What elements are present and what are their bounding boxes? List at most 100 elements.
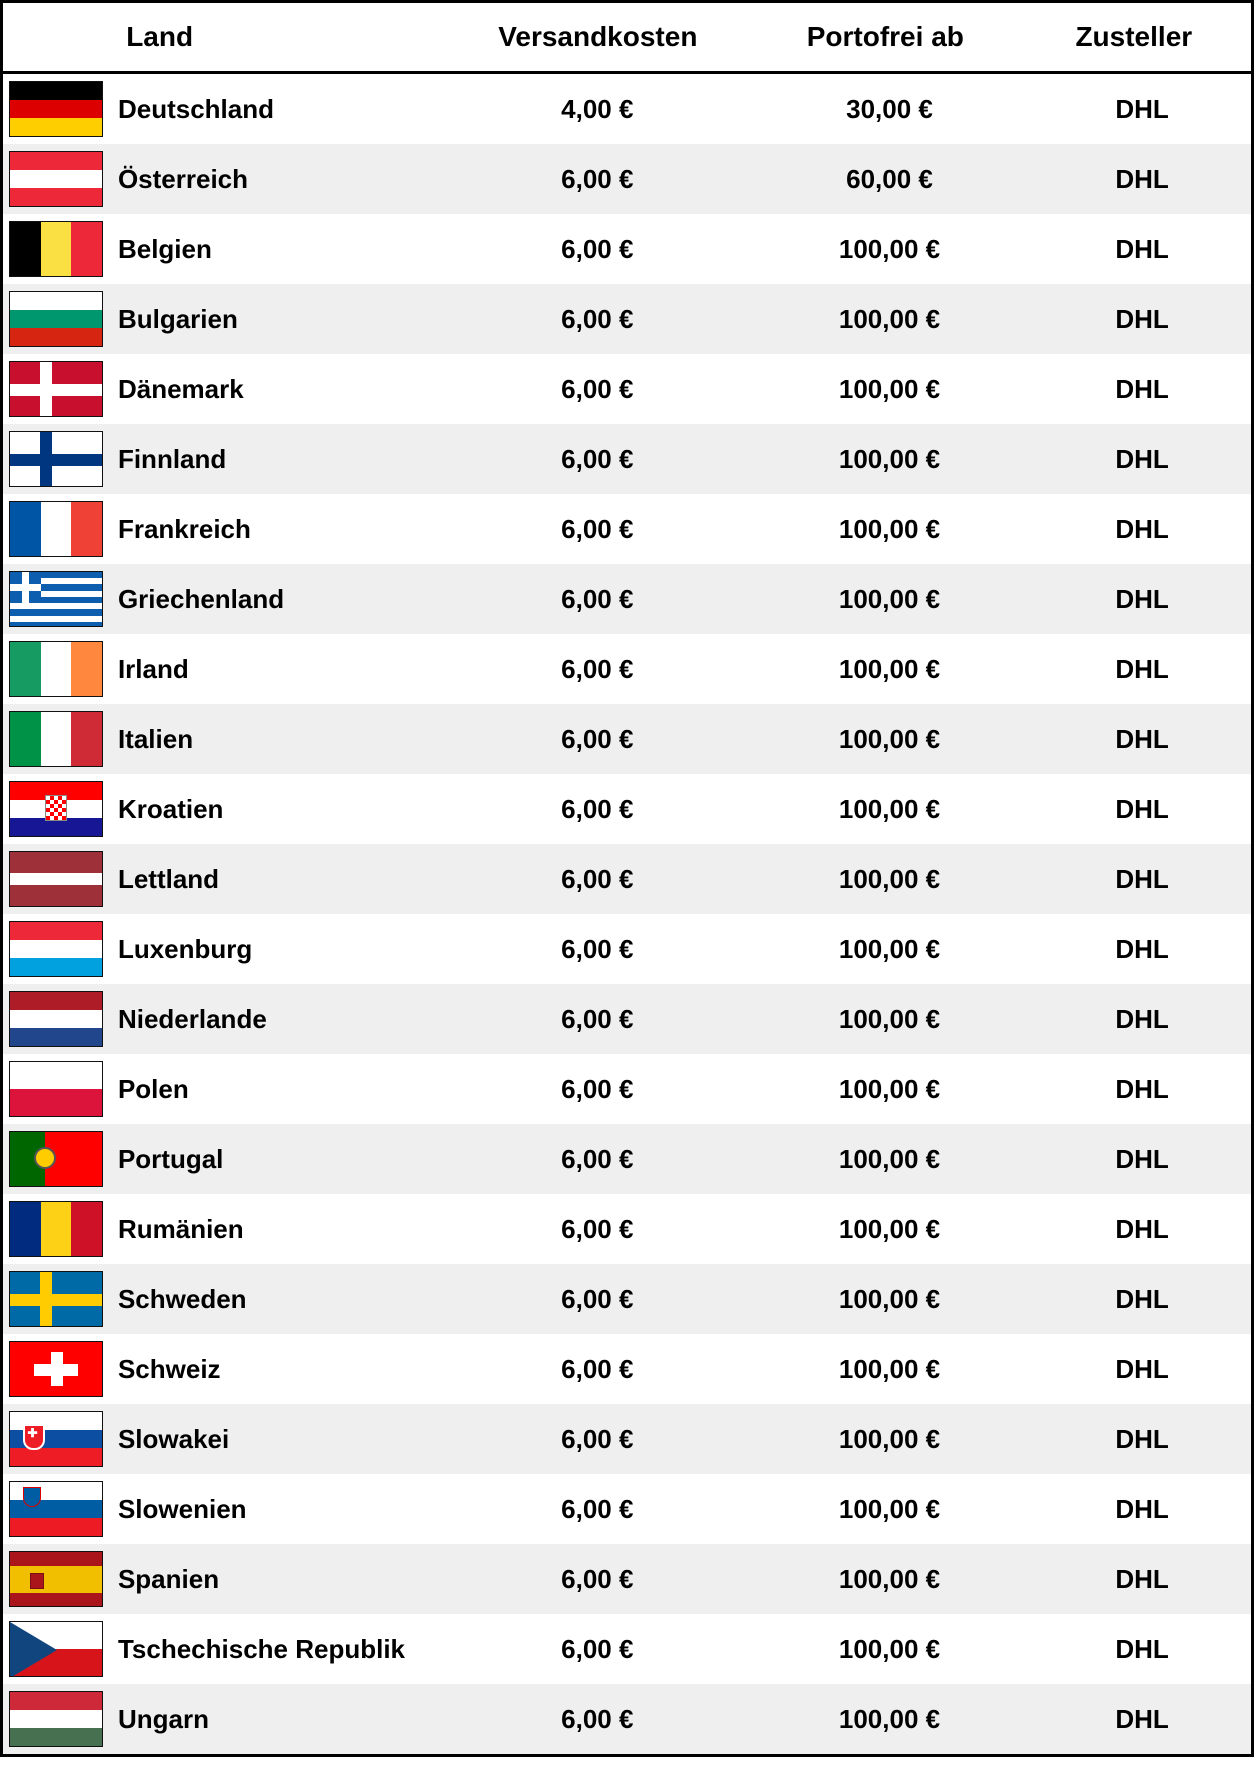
cell-country: Lettland	[112, 864, 449, 895]
cell-country: Luxenburg	[112, 934, 449, 965]
cell-flag	[3, 1201, 112, 1257]
flag-bg-icon	[9, 291, 103, 347]
cell-flag	[3, 291, 112, 347]
cell-shipping-cost: 6,00 €	[449, 1284, 746, 1315]
cell-carrier: DHL	[1033, 304, 1251, 335]
flag-sk-icon: ✚	[9, 1411, 103, 1467]
table-row: Schweden6,00 €100,00 €DHL	[3, 1264, 1251, 1334]
cell-flag: ✚	[3, 1411, 112, 1467]
cell-free-from: 100,00 €	[746, 444, 1033, 475]
flag-ch-icon	[9, 1341, 103, 1397]
cell-free-from: 100,00 €	[746, 654, 1033, 685]
table-row: Frankreich6,00 €100,00 €DHL	[3, 494, 1251, 564]
flag-ie-icon	[9, 641, 103, 697]
cell-country: Griechenland	[112, 584, 449, 615]
table-row: Rumänien6,00 €100,00 €DHL	[3, 1194, 1251, 1264]
col-header-carrier: Zusteller	[1027, 21, 1241, 53]
flag-si-icon	[9, 1481, 103, 1537]
cell-shipping-cost: 6,00 €	[449, 1634, 746, 1665]
cell-flag	[3, 851, 112, 907]
cell-carrier: DHL	[1033, 1144, 1251, 1175]
cell-flag	[3, 1131, 112, 1187]
table-row: Österreich6,00 €60,00 €DHL	[3, 144, 1251, 214]
cell-carrier: DHL	[1033, 1214, 1251, 1245]
table-row: Portugal6,00 €100,00 €DHL	[3, 1124, 1251, 1194]
cell-carrier: DHL	[1033, 1354, 1251, 1385]
cell-flag	[3, 1271, 112, 1327]
cell-free-from: 100,00 €	[746, 1564, 1033, 1595]
cell-free-from: 100,00 €	[746, 304, 1033, 335]
table-row: Dänemark6,00 €100,00 €DHL	[3, 354, 1251, 424]
table-row: Italien6,00 €100,00 €DHL	[3, 704, 1251, 774]
flag-hr-icon	[9, 781, 103, 837]
cell-country: Ungarn	[112, 1704, 449, 1735]
flag-pl-icon	[9, 1061, 103, 1117]
cell-free-from: 100,00 €	[746, 1494, 1033, 1525]
cell-free-from: 100,00 €	[746, 1144, 1033, 1175]
cell-shipping-cost: 6,00 €	[449, 304, 746, 335]
cell-free-from: 100,00 €	[746, 1704, 1033, 1735]
cell-carrier: DHL	[1033, 864, 1251, 895]
cell-carrier: DHL	[1033, 1424, 1251, 1455]
cell-shipping-cost: 6,00 €	[449, 1704, 746, 1735]
flag-gr-icon	[9, 571, 103, 627]
cell-carrier: DHL	[1033, 1074, 1251, 1105]
table-row: Irland6,00 €100,00 €DHL	[3, 634, 1251, 704]
cell-free-from: 100,00 €	[746, 1634, 1033, 1665]
cell-free-from: 100,00 €	[746, 1074, 1033, 1105]
cell-country: Irland	[112, 654, 449, 685]
cell-carrier: DHL	[1033, 1004, 1251, 1035]
cell-carrier: DHL	[1033, 794, 1251, 825]
cell-shipping-cost: 6,00 €	[449, 444, 746, 475]
cell-flag	[3, 921, 112, 977]
flag-hu-icon	[9, 1691, 103, 1747]
flag-fi-icon	[9, 431, 103, 487]
cell-carrier: DHL	[1033, 724, 1251, 755]
cell-shipping-cost: 6,00 €	[449, 1424, 746, 1455]
cell-flag	[3, 1061, 112, 1117]
cell-shipping-cost: 6,00 €	[449, 1354, 746, 1385]
cell-flag	[3, 361, 112, 417]
cell-country: Schweden	[112, 1284, 449, 1315]
cell-country: Frankreich	[112, 514, 449, 545]
cell-shipping-cost: 4,00 €	[449, 94, 746, 125]
cell-country: Slowenien	[112, 1494, 449, 1525]
cell-carrier: DHL	[1033, 1284, 1251, 1315]
cell-free-from: 100,00 €	[746, 1424, 1033, 1455]
table-row: Bulgarien6,00 €100,00 €DHL	[3, 284, 1251, 354]
cell-country: Italien	[112, 724, 449, 755]
table-row: Spanien6,00 €100,00 €DHL	[3, 1544, 1251, 1614]
table-row: Kroatien6,00 €100,00 €DHL	[3, 774, 1251, 844]
flag-fr-icon	[9, 501, 103, 557]
cell-shipping-cost: 6,00 €	[449, 1564, 746, 1595]
cell-flag	[3, 1481, 112, 1537]
table-row: ✚Slowakei6,00 €100,00 €DHL	[3, 1404, 1251, 1474]
flag-be-icon	[9, 221, 103, 277]
flag-de-icon	[9, 81, 103, 137]
flag-dk-icon	[9, 361, 103, 417]
cell-carrier: DHL	[1033, 94, 1251, 125]
cell-country: Schweiz	[112, 1354, 449, 1385]
cell-carrier: DHL	[1033, 374, 1251, 405]
cell-carrier: DHL	[1033, 1564, 1251, 1595]
table-row: Lettland6,00 €100,00 €DHL	[3, 844, 1251, 914]
cell-carrier: DHL	[1033, 654, 1251, 685]
cell-flag	[3, 1691, 112, 1747]
table-header: Land Versandkosten Portofrei ab Zustelle…	[3, 3, 1251, 74]
cell-country: Österreich	[112, 164, 449, 195]
cell-flag	[3, 641, 112, 697]
table-row: Schweiz6,00 €100,00 €DHL	[3, 1334, 1251, 1404]
col-header-cost: Versandkosten	[452, 21, 744, 53]
flag-lu-icon	[9, 921, 103, 977]
cell-flag	[3, 1621, 112, 1677]
cell-carrier: DHL	[1033, 1634, 1251, 1665]
cell-shipping-cost: 6,00 €	[449, 1144, 746, 1175]
cell-country: Finnland	[112, 444, 449, 475]
table-row: Griechenland6,00 €100,00 €DHL	[3, 564, 1251, 634]
cell-country: Belgien	[112, 234, 449, 265]
cell-free-from: 30,00 €	[746, 94, 1033, 125]
cell-shipping-cost: 6,00 €	[449, 514, 746, 545]
shipping-table: Land Versandkosten Portofrei ab Zustelle…	[0, 0, 1254, 1757]
cell-flag	[3, 1341, 112, 1397]
cell-free-from: 100,00 €	[746, 374, 1033, 405]
